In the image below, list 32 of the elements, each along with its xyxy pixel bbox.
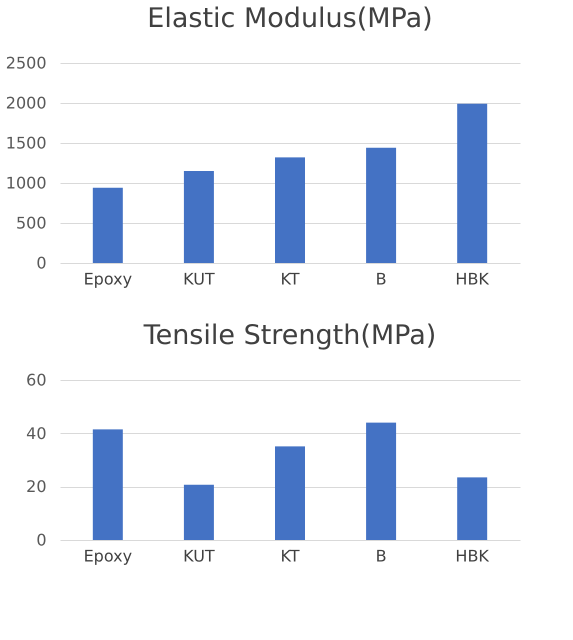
bar	[366, 148, 396, 263]
bar	[275, 157, 305, 263]
bar	[184, 484, 214, 540]
x-tick-label: Epoxy	[84, 546, 132, 566]
y-tick-label: 0	[36, 254, 46, 272]
x-tick-label: Epoxy	[84, 270, 132, 288]
chart-title: Elastic Modulus(MPa)	[147, 3, 433, 34]
y-tick-label: 1500	[6, 134, 46, 152]
bar	[457, 477, 488, 540]
y-tick-label: 2000	[6, 94, 46, 112]
x-tick-label: B	[376, 270, 387, 288]
x-tick-label: HBK	[455, 270, 490, 288]
bar	[92, 188, 123, 263]
y-tick-label: 20	[26, 477, 46, 496]
x-tick-label: KT	[280, 546, 300, 566]
y-tick-label: 500	[16, 214, 46, 232]
y-tick-label: 1000	[6, 174, 46, 192]
y-tick-label: 0	[36, 530, 46, 550]
y-tick-label: 2500	[6, 54, 46, 72]
bar	[92, 429, 123, 540]
bar	[457, 104, 488, 263]
y-tick-label: 40	[26, 424, 46, 443]
x-tick-label: KT	[280, 270, 300, 288]
x-tick-label: KUT	[183, 270, 215, 288]
chart-title: Tensile Strength(MPa)	[142, 320, 436, 351]
y-tick-label: 60	[26, 370, 46, 390]
x-tick-label: B	[376, 546, 387, 566]
x-tick-label: KUT	[183, 546, 215, 566]
bar	[366, 422, 396, 540]
bar	[184, 171, 214, 263]
x-tick-label: HBK	[455, 546, 490, 566]
bar	[275, 446, 305, 540]
